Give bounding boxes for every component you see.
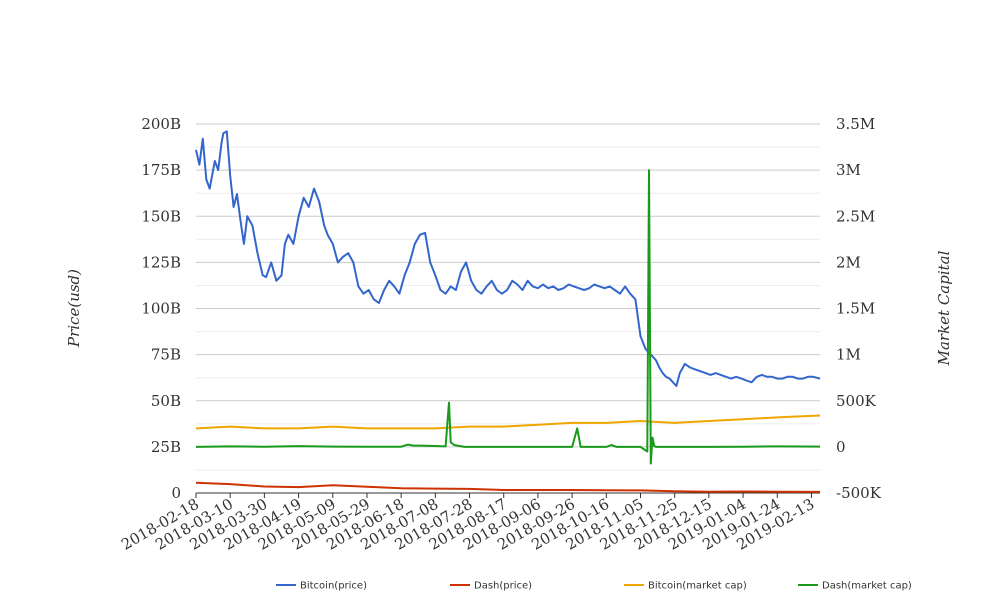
y-left-tick-label: 25B [151, 438, 181, 456]
y-right-tick-label: 1M [836, 346, 861, 364]
legend-label: Dash(market cap) [822, 581, 912, 592]
y-right-tick-label: 1.5M [836, 300, 875, 318]
legend-label: Dash(price) [474, 581, 532, 592]
legend-label: Bitcoin(market cap) [648, 581, 747, 592]
grid-lines [196, 123, 820, 494]
y-left-tick-label: 200B [141, 115, 181, 133]
y-right-tick-label: 3.5M [836, 115, 875, 133]
y-right-tick-label: 2.5M [836, 207, 875, 225]
y-right-tick-label: 500K [836, 392, 877, 410]
series-line-bitcoin-market-cap [195, 414, 821, 430]
y-left-tick-label: 150B [141, 207, 181, 225]
left-y-axis: 0 25B 50B 75B 100B 125B 150B 175B 200B [141, 115, 181, 502]
series-line-dash-market-cap [195, 169, 821, 465]
series-lines [195, 130, 821, 493]
legend-label: Bitcoin(price) [300, 581, 367, 592]
y-left-axis-title: Price(usd) [65, 269, 83, 348]
y-left-tick-label: 75B [151, 346, 181, 364]
y-left-tick-label: 125B [141, 253, 181, 271]
y-left-tick-label: 175B [141, 161, 181, 179]
y-left-tick-label: 50B [151, 392, 181, 410]
y-left-tick-label: 100B [141, 300, 181, 318]
series-line-dash-price [195, 481, 821, 493]
x-axis: 2018-02-182018-03-102018-03-302018-04-19… [118, 493, 817, 554]
y-right-tick-label: -500K [836, 484, 882, 502]
y-right-tick-label: 2M [836, 253, 861, 271]
y-right-tick-label: 3M [836, 161, 861, 179]
right-y-axis: -500K 0 500K 1M 1.5M 2M 2.5M 3M 3.5M [836, 115, 882, 502]
y-left-tick-label: 0 [171, 484, 181, 502]
legend: Bitcoin(price) Dash(price) Bitcoin(market … [276, 581, 912, 592]
series-line-bitcoin-price [195, 130, 821, 387]
y-right-tick-label: 0 [836, 438, 846, 456]
y-right-axis-title: Market Capital [935, 250, 953, 366]
